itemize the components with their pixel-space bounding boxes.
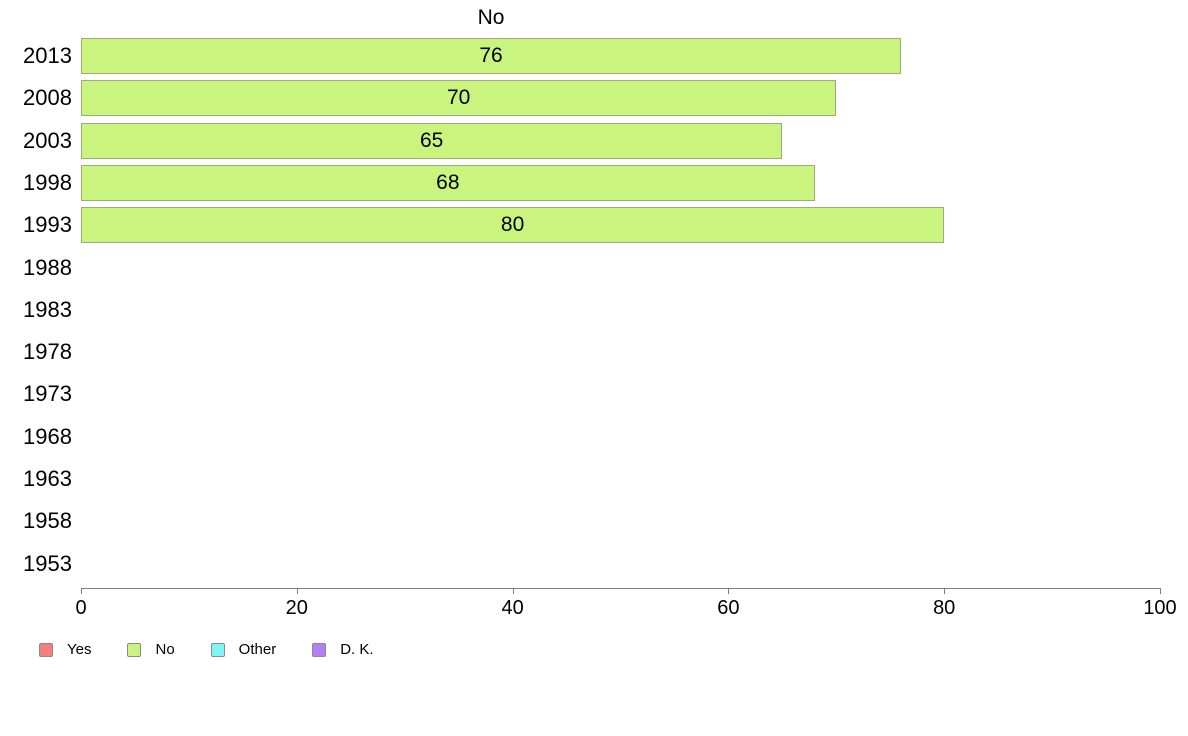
y-axis-label: 2008 [23, 85, 72, 111]
y-axis-label: 2003 [23, 127, 72, 153]
legend-item: D. K. [312, 641, 374, 658]
x-axis-tick [512, 588, 514, 594]
x-axis-tick-label: 20 [285, 597, 308, 619]
x-axis-tick [81, 588, 82, 594]
x-axis-tick-label: 0 [75, 597, 87, 619]
legend-swatch [127, 642, 142, 657]
chart-title: No [477, 6, 505, 29]
y-axis-label: 1993 [23, 212, 72, 238]
x-axis-tick [728, 588, 730, 594]
legend-label: Other [238, 641, 277, 658]
bar: 65 [81, 122, 783, 159]
legend-item: No [127, 641, 175, 658]
legend-swatch [210, 642, 225, 657]
legend-swatch [312, 642, 327, 657]
bar: 80 [81, 207, 945, 244]
bar: 76 [81, 38, 902, 74]
legend-label: D. K. [340, 641, 374, 658]
legend-item: Yes [39, 641, 91, 658]
y-axis-label: 1973 [23, 381, 72, 407]
bar: 70 [81, 80, 837, 117]
x-axis-tick-label: 80 [933, 597, 956, 619]
bar-value-label: 76 [479, 44, 503, 67]
y-axis-label: 1983 [23, 296, 72, 322]
x-axis-tick-label: 40 [501, 597, 524, 619]
bar-value-label: 65 [419, 128, 444, 152]
legend: Yes No Other D. K. [39, 641, 374, 658]
y-axis-label: 1958 [23, 508, 72, 534]
bar-value-label: 80 [500, 213, 525, 237]
y-axis-label: 2013 [23, 43, 72, 68]
x-axis-tick-label: 60 [717, 597, 740, 619]
x-axis-tick [296, 588, 298, 594]
legend-item: Other [210, 641, 277, 658]
x-axis-tick [1160, 588, 1161, 594]
x-axis-tick-label: 100 [1143, 597, 1177, 619]
bar-value-label: 68 [436, 170, 460, 194]
y-axis-label: 1953 [23, 550, 72, 576]
y-axis-label: 1998 [23, 169, 72, 195]
legend-label: No [155, 641, 175, 658]
legend-swatch [39, 642, 53, 657]
y-axis-label: 1963 [23, 466, 72, 491]
x-axis-tick [944, 588, 946, 594]
legend-label: Yes [67, 641, 92, 658]
bar-value-label: 70 [446, 86, 471, 110]
y-axis-label: 1988 [23, 254, 72, 280]
bar: 68 [81, 164, 815, 201]
x-axis-line [81, 588, 1160, 589]
y-axis-label: 1968 [23, 423, 72, 449]
y-axis-label: 1978 [23, 339, 72, 365]
